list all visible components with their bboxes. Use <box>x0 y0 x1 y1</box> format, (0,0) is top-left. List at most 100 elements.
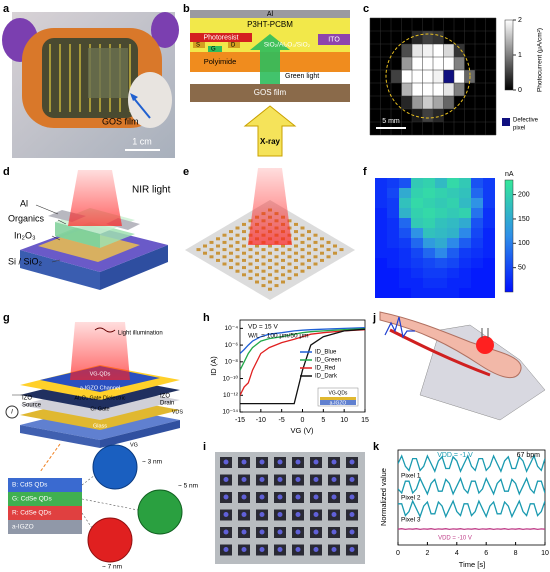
heat-cell <box>435 188 447 198</box>
text-label: nA <box>505 171 514 178</box>
array-element <box>216 251 220 255</box>
heat-cell <box>435 178 447 188</box>
array-element <box>300 226 305 230</box>
text-label: Photocurrent (μA/cm²) <box>537 28 544 92</box>
text-label: Green light <box>285 73 319 80</box>
heat-cell <box>454 109 465 122</box>
plot-lines <box>398 454 545 531</box>
heat-cell <box>370 109 381 122</box>
pixel-dot <box>223 529 229 535</box>
x-tick-label: 15 <box>361 417 369 424</box>
array-element <box>326 255 331 259</box>
heat-cell <box>485 18 496 31</box>
text-label: VG (V) <box>291 426 314 435</box>
heat-cell <box>435 278 447 288</box>
heat-cell <box>399 228 411 238</box>
pixel-dot <box>223 547 229 552</box>
heat-cell <box>464 31 475 44</box>
heat-cell <box>423 208 435 218</box>
heat-cell <box>433 57 444 70</box>
array-element <box>268 244 272 248</box>
heat-cell <box>391 18 402 31</box>
array-element <box>294 230 298 234</box>
text-label: ~ 7 nm <box>102 564 122 571</box>
text-label: GOS film <box>102 116 139 126</box>
heat-cell <box>483 228 495 238</box>
array-element <box>235 240 240 244</box>
heat-cell <box>475 96 486 109</box>
array-element <box>294 273 298 277</box>
heat-cell <box>435 218 447 228</box>
array-element <box>320 237 324 241</box>
array-element <box>287 219 292 223</box>
array-element <box>281 280 285 284</box>
heat-cell <box>435 228 447 238</box>
heat-cell <box>375 288 387 298</box>
heat-cell <box>447 228 459 238</box>
array-element <box>294 222 298 226</box>
series-label: Pixel 1 <box>401 473 421 480</box>
x-tick-label: 10 <box>340 417 348 424</box>
heat-cell <box>443 122 454 135</box>
heat-cell <box>412 31 423 44</box>
heat-cell <box>475 122 486 135</box>
text-label: VDS <box>172 409 184 415</box>
array-element <box>229 251 233 255</box>
array-element <box>300 255 305 259</box>
series-label: Pixel 3 <box>401 517 421 524</box>
array-element <box>294 251 298 255</box>
x-tick-label: 8 <box>514 550 518 557</box>
heat-cell <box>471 288 483 298</box>
panel-label: a <box>3 3 10 15</box>
heat-cell <box>423 238 435 248</box>
heat-cell <box>435 208 447 218</box>
text-label: Source <box>22 403 42 409</box>
legend-label: ID_Blue <box>315 350 337 356</box>
text-label: IZO <box>160 394 170 400</box>
text-label: Al₂O₃ Gate Dielectric <box>74 395 125 401</box>
array-element <box>307 266 311 270</box>
heat-cell <box>399 178 411 188</box>
heat-cell <box>475 31 486 44</box>
array-element <box>235 269 240 273</box>
heat-cell <box>447 238 459 248</box>
text-label: VG-QDs <box>90 371 111 377</box>
heat-cell <box>475 18 486 31</box>
heat-cell <box>391 109 402 122</box>
array-element <box>229 266 233 270</box>
heat-cell <box>464 109 475 122</box>
heat-cell <box>399 288 411 298</box>
pixel-dot <box>241 477 247 482</box>
y-tick-label: 10⁻¹⁴ <box>222 409 238 416</box>
heat-cell <box>447 208 459 218</box>
array-element <box>287 276 292 280</box>
heat-cell <box>483 258 495 268</box>
heat-cell <box>399 258 411 268</box>
heat-cell <box>443 44 454 57</box>
heat-cell <box>375 208 387 218</box>
heat-cell <box>459 258 471 268</box>
array-element <box>235 248 240 252</box>
pixel-dot <box>241 529 247 535</box>
heat-cell <box>471 268 483 278</box>
heat-cell <box>399 208 411 218</box>
text-label: Si / SiO₂ <box>8 256 43 266</box>
array-element <box>307 251 311 255</box>
heat-cell <box>399 268 411 278</box>
heat-cell <box>459 218 471 228</box>
text-label: G <box>211 47 216 53</box>
heat-cell <box>411 288 423 298</box>
device-g <box>5 322 183 563</box>
pixel-dot <box>331 512 337 517</box>
heat-cell <box>435 258 447 268</box>
heat-cell <box>464 18 475 31</box>
array-element <box>222 240 227 244</box>
array-element <box>274 284 279 288</box>
heat-cell <box>433 18 444 31</box>
array-element <box>268 258 272 262</box>
heat-cell <box>435 268 447 278</box>
array-element <box>203 251 207 255</box>
heat-cell <box>443 31 454 44</box>
heat-cell <box>411 258 423 268</box>
array-element <box>229 230 233 234</box>
